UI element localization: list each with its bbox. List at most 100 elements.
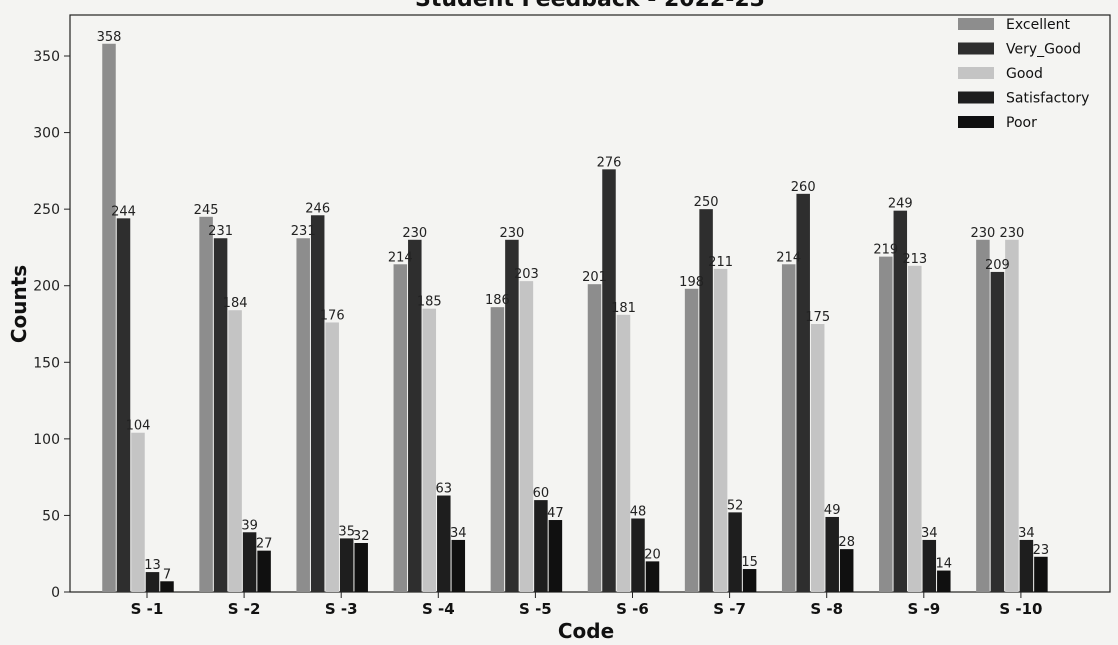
bar — [354, 542, 368, 592]
bar — [213, 238, 228, 593]
bar — [631, 518, 645, 592]
chart-title: Student Feedback - 2022-23 — [415, 0, 765, 12]
x-tick-label: S -6 — [616, 600, 649, 618]
bar — [908, 265, 922, 592]
y-tick-label: 50 — [42, 508, 60, 524]
data-label: 230 — [970, 226, 995, 241]
x-axis: S -1 S -2 S -3 S -4 S -5 S -6 S -7 S -8 S -9 S -1… — [131, 592, 1042, 618]
data-label: 209 — [985, 258, 1010, 273]
bar — [199, 216, 213, 592]
bar — [1034, 556, 1048, 592]
data-label: 63 — [436, 482, 453, 497]
bar — [990, 271, 1005, 592]
data-label: 49 — [824, 503, 841, 518]
bar — [325, 322, 339, 592]
y-tick-label: 300 — [33, 126, 60, 142]
data-label: 48 — [630, 504, 647, 519]
bar — [796, 193, 810, 592]
bar — [451, 539, 466, 592]
legend-swatch — [958, 42, 994, 55]
bar — [976, 239, 990, 592]
data-label: 231 — [208, 224, 233, 239]
legend-label: Satisfactory — [1006, 91, 1089, 107]
bar — [131, 432, 145, 592]
x-tick-label: S -5 — [519, 600, 552, 618]
data-label: 250 — [694, 195, 719, 210]
x-tick-label: S -1 — [131, 600, 164, 618]
legend-swatch — [958, 116, 994, 128]
bar — [145, 572, 160, 592]
data-label: 14 — [936, 557, 953, 572]
data-label: 230 — [999, 226, 1024, 241]
bar — [228, 310, 242, 592]
bar — [713, 268, 728, 592]
bar — [534, 500, 548, 592]
data-label: 198 — [679, 275, 704, 290]
bar — [296, 238, 310, 593]
data-label: 176 — [320, 308, 345, 323]
bar — [699, 209, 713, 592]
bar — [587, 284, 602, 592]
data-label: 20 — [644, 547, 661, 562]
x-tick-label: S -4 — [422, 600, 455, 618]
x-tick-label: S -9 — [907, 600, 940, 618]
legend-label: Excellent — [1006, 17, 1070, 33]
bar — [422, 308, 437, 592]
bar — [879, 256, 893, 592]
legend-label: Poor — [1006, 115, 1037, 131]
data-label: 13 — [144, 558, 161, 573]
data-label: 35 — [338, 524, 355, 539]
legend-swatch — [958, 67, 994, 79]
data-label: 213 — [902, 252, 927, 267]
bar — [893, 210, 908, 592]
bar — [408, 239, 422, 592]
legend-swatch — [958, 18, 994, 30]
data-label: 34 — [921, 526, 938, 541]
data-label: 47 — [547, 506, 564, 521]
data-label: 276 — [597, 155, 622, 170]
y-tick-label: 100 — [33, 432, 60, 448]
data-label: 184 — [223, 296, 248, 311]
data-label: 214 — [388, 250, 413, 265]
data-label: 230 — [499, 226, 524, 241]
bar — [1019, 539, 1034, 592]
y-axis-title: Counts — [7, 265, 31, 343]
data-label: 245 — [194, 203, 219, 218]
data-label: 211 — [708, 255, 733, 270]
bar — [548, 520, 563, 592]
data-label: 231 — [291, 224, 316, 239]
bar — [1005, 239, 1019, 592]
legend-label: Very_Good — [1006, 42, 1081, 58]
data-label: 186 — [485, 293, 510, 308]
x-tick-label: S -7 — [713, 600, 746, 618]
y-axis: 0 50 100 150 200 250 300 350 — [33, 49, 70, 601]
data-label: 181 — [611, 301, 636, 316]
bar — [616, 314, 631, 592]
data-label: 230 — [402, 226, 427, 241]
bar — [519, 281, 534, 592]
data-label: 260 — [791, 180, 816, 195]
bar — [160, 581, 174, 592]
data-label: 104 — [126, 419, 151, 434]
x-tick-label: S -2 — [228, 600, 261, 618]
bar — [742, 569, 757, 592]
data-label: 185 — [417, 295, 442, 310]
data-label: 34 — [450, 526, 467, 541]
bar — [257, 550, 271, 592]
bar — [810, 324, 825, 592]
bar — [310, 215, 325, 592]
legend: Excellent Very_Good Good Satisfactory Poor — [958, 17, 1089, 131]
data-label: 60 — [533, 486, 550, 501]
bar — [116, 218, 131, 593]
bar — [684, 288, 699, 592]
legend-swatch — [958, 91, 994, 104]
bar — [728, 512, 742, 592]
y-tick-label: 350 — [33, 49, 60, 65]
x-axis-title: Code — [558, 619, 614, 643]
y-tick-label: 250 — [33, 202, 60, 218]
y-tick-label: 150 — [33, 355, 60, 371]
y-tick-label: 0 — [51, 585, 60, 601]
data-label: 7 — [163, 567, 171, 582]
